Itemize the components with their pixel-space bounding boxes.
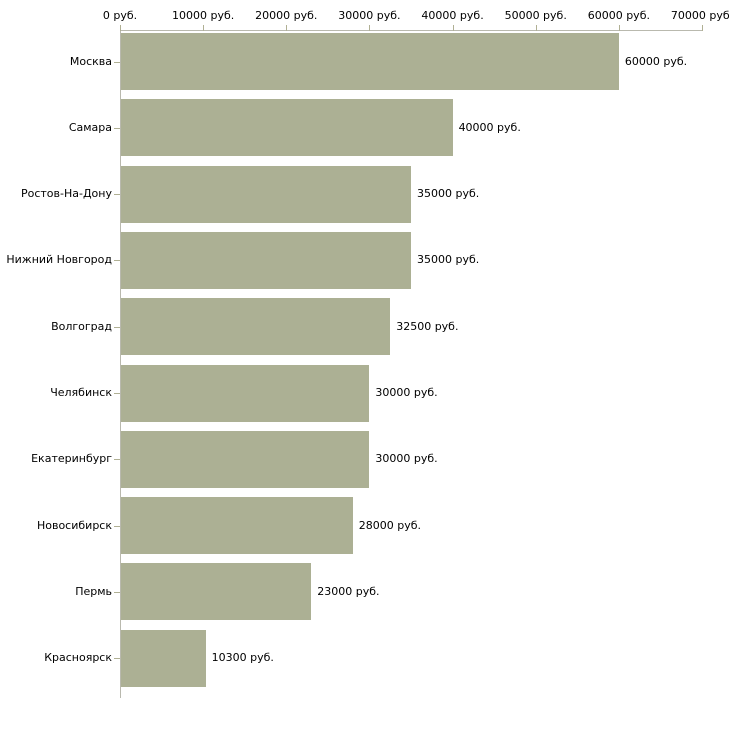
y-tick-7 bbox=[114, 526, 120, 527]
bar-0[interactable] bbox=[121, 33, 619, 90]
bar-6[interactable] bbox=[121, 430, 370, 488]
x-tick-label-70000: 70000 руб. bbox=[670, 9, 730, 22]
x-tick-label-0: 0 руб. bbox=[102, 9, 138, 22]
bar-value-label-6: 30000 руб. bbox=[375, 452, 438, 466]
bar-2[interactable] bbox=[121, 165, 411, 223]
x-tick-label-60000: 60000 руб. bbox=[587, 9, 650, 22]
x-tick-label-10000: 10000 руб. bbox=[172, 9, 235, 22]
x-tick-label-30000: 30000 руб. bbox=[338, 9, 401, 22]
bar-8[interactable] bbox=[121, 563, 312, 621]
bar-value-label-0: 60000 руб. bbox=[624, 54, 688, 68]
category-label-6: Екатеринбург bbox=[31, 452, 112, 466]
y-tick-2 bbox=[114, 194, 120, 195]
x-tick-label-50000: 50000 руб. bbox=[504, 9, 567, 22]
category-label-2: Ростов-На-Дону bbox=[20, 187, 112, 201]
category-label-5: Челябинск bbox=[50, 386, 112, 399]
x-tick-60000 bbox=[618, 25, 620, 31]
category-label-7: Новосибирск bbox=[36, 518, 112, 532]
bar-value-label-1: 40000 руб. bbox=[458, 120, 521, 134]
bar-3[interactable] bbox=[121, 231, 411, 289]
x-tick-label-40000: 40000 руб. bbox=[421, 9, 484, 22]
category-label-4: Волгоград bbox=[51, 319, 112, 333]
y-tick-3 bbox=[114, 260, 120, 261]
x-tick-50000 bbox=[535, 25, 537, 31]
y-tick-6 bbox=[114, 459, 120, 460]
x-tick-0 bbox=[120, 25, 121, 31]
category-label-8: Пермь bbox=[75, 584, 112, 598]
bar-1[interactable] bbox=[121, 99, 453, 157]
bar-value-label-3: 35000 руб. bbox=[417, 253, 480, 267]
bar-value-label-9: 10300 руб. bbox=[211, 651, 274, 665]
x-tick-70000 bbox=[702, 25, 703, 31]
y-axis-line bbox=[120, 30, 121, 698]
bar-9[interactable] bbox=[121, 629, 206, 687]
y-tick-0 bbox=[114, 62, 120, 63]
bar-value-label-4: 32500 руб. bbox=[396, 319, 459, 333]
category-label-3: Нижний Новгород bbox=[6, 253, 112, 267]
y-tick-4 bbox=[114, 327, 120, 328]
y-tick-1 bbox=[114, 128, 120, 129]
y-tick-9 bbox=[114, 658, 120, 659]
bar-value-label-8: 23000 руб. bbox=[317, 584, 380, 598]
x-tick-label-20000: 20000 руб. bbox=[255, 9, 318, 22]
category-label-1: Самара bbox=[68, 120, 112, 134]
bar-7[interactable] bbox=[121, 497, 353, 555]
x-tick-10000 bbox=[203, 25, 205, 31]
x-tick-40000 bbox=[452, 25, 454, 31]
category-label-9: Красноярск bbox=[44, 651, 112, 665]
bar-value-label-5: 30000 руб. bbox=[375, 386, 438, 399]
category-label-0: Москва bbox=[69, 54, 112, 68]
x-axis-line bbox=[120, 30, 702, 31]
y-tick-5 bbox=[114, 393, 120, 394]
bar-value-label-7: 28000 руб. bbox=[358, 518, 422, 532]
bar-4[interactable] bbox=[121, 298, 391, 356]
x-tick-20000 bbox=[286, 25, 288, 31]
x-tick-30000 bbox=[369, 25, 371, 31]
bar-value-label-2: 35000 руб. bbox=[417, 187, 480, 201]
bar-5[interactable] bbox=[121, 364, 370, 422]
y-tick-8 bbox=[114, 592, 120, 593]
